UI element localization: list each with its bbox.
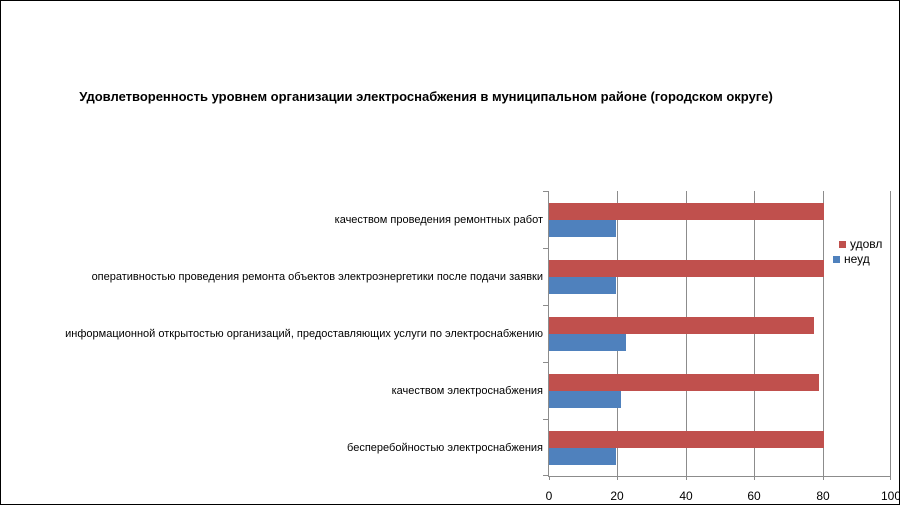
legend-label: удовл	[850, 237, 883, 251]
bar-удовл	[549, 202, 825, 220]
gridline	[823, 191, 824, 476]
x-tick-label: 100	[880, 489, 900, 503]
category-label: оперативностью проведения ремонта объект…	[91, 270, 543, 283]
bar-удовл	[549, 259, 825, 277]
legend: удовл неуд	[833, 237, 882, 267]
gridline	[686, 191, 687, 476]
bar-удовл	[549, 430, 825, 448]
y-axis-tick	[543, 248, 548, 249]
y-axis-tick	[543, 419, 548, 420]
legend-item: неуд	[833, 252, 882, 266]
legend-label: неуд	[844, 252, 870, 266]
x-axis-tick	[890, 476, 891, 480]
x-axis-tick	[823, 476, 824, 480]
bar-неуд	[549, 219, 616, 237]
x-tick-label: 80	[816, 489, 830, 503]
y-axis-tick	[543, 362, 548, 363]
bar-неуд	[549, 333, 626, 351]
category-label: качеством электроснабжения	[391, 384, 543, 397]
category-label: информационной открытостью организаций, …	[65, 327, 543, 340]
legend-swatch	[839, 240, 846, 248]
category-label: бесперебойностью электроснабжения	[347, 441, 543, 454]
plot-area: 0 20 40 60 80 100 качеством проведения ремонтн…	[65, 191, 899, 503]
x-tick-label: 40	[679, 489, 693, 503]
x-tick-label: 0	[545, 489, 553, 503]
gridline	[890, 191, 891, 476]
bar-неуд	[549, 390, 621, 408]
bar-удовл	[549, 373, 820, 391]
bar-неуд	[549, 276, 616, 294]
x-axis-tick	[617, 476, 618, 480]
y-axis-tick	[543, 305, 548, 306]
y-axis-tick	[543, 191, 548, 192]
gridline	[754, 191, 755, 476]
x-tick-label: 60	[747, 489, 761, 503]
x-tick-label: 20	[610, 489, 624, 503]
legend-swatch	[833, 255, 840, 263]
bar-удовл	[549, 316, 815, 334]
chart-title: Удовлетворенность уровнем организации эл…	[79, 89, 773, 104]
x-axis-tick	[549, 476, 550, 480]
y-axis-tick	[543, 475, 548, 476]
bar-неуд	[549, 447, 616, 465]
category-label: качеством проведения ремонтных работ	[334, 213, 543, 226]
x-axis-tick	[754, 476, 755, 480]
x-axis-tick	[686, 476, 687, 480]
legend-item: удовл	[839, 237, 882, 251]
